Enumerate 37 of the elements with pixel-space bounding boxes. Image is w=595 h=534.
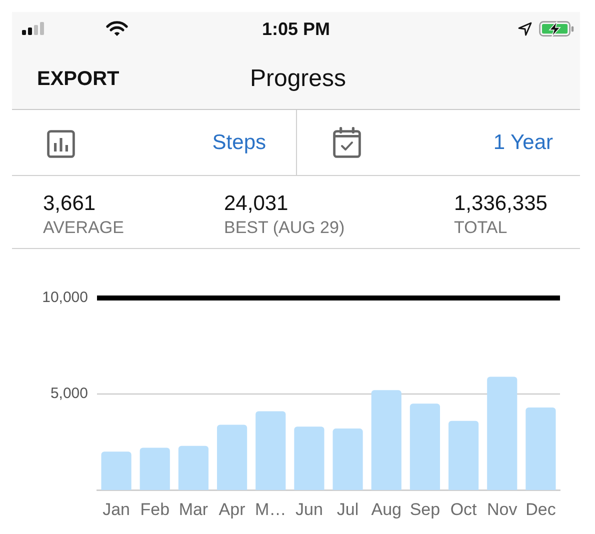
y-tick-label: 10,000	[42, 289, 88, 306]
x-tick-label: Oct	[450, 500, 478, 519]
x-tick-label: Jun	[295, 500, 323, 519]
bar	[526, 407, 556, 490]
bar	[371, 390, 402, 490]
bar	[448, 420, 479, 490]
x-tick-label: Dec	[526, 500, 556, 519]
x-tick-label: Jul	[336, 500, 359, 519]
bar	[256, 411, 286, 490]
text: 1 Year	[493, 130, 553, 154]
text: TOTAL	[454, 218, 508, 238]
bar	[178, 446, 209, 490]
x-tick-label: Feb	[140, 500, 170, 519]
text: 24,031	[224, 192, 288, 216]
bar	[487, 376, 518, 490]
x-tick-label: Jan	[102, 500, 130, 519]
x-tick-label: M…	[255, 500, 286, 519]
x-tick-label: Aug	[371, 500, 402, 519]
bar	[294, 426, 324, 490]
x-tick-label: Mar	[178, 500, 208, 519]
text: Steps	[211, 130, 266, 156]
y-tick-label: 5,000	[50, 385, 88, 402]
x-tick-label: Sep	[410, 500, 440, 519]
bar	[140, 448, 170, 490]
bar	[101, 452, 132, 490]
bar	[216, 424, 248, 490]
text: 1:05 PM	[260, 18, 332, 40]
x-tick-label: Nov	[487, 500, 518, 519]
bar	[410, 404, 440, 490]
text: AVERAGE	[43, 218, 124, 238]
chart-title: Progress	[250, 65, 346, 92]
text: 1,336,335	[454, 192, 548, 216]
bar	[332, 428, 363, 490]
text: EXPORT	[37, 68, 120, 90]
text: BEST (AUG 29)	[224, 218, 345, 238]
text: 3,661	[43, 192, 96, 216]
x-tick-label: Apr	[218, 500, 246, 519]
